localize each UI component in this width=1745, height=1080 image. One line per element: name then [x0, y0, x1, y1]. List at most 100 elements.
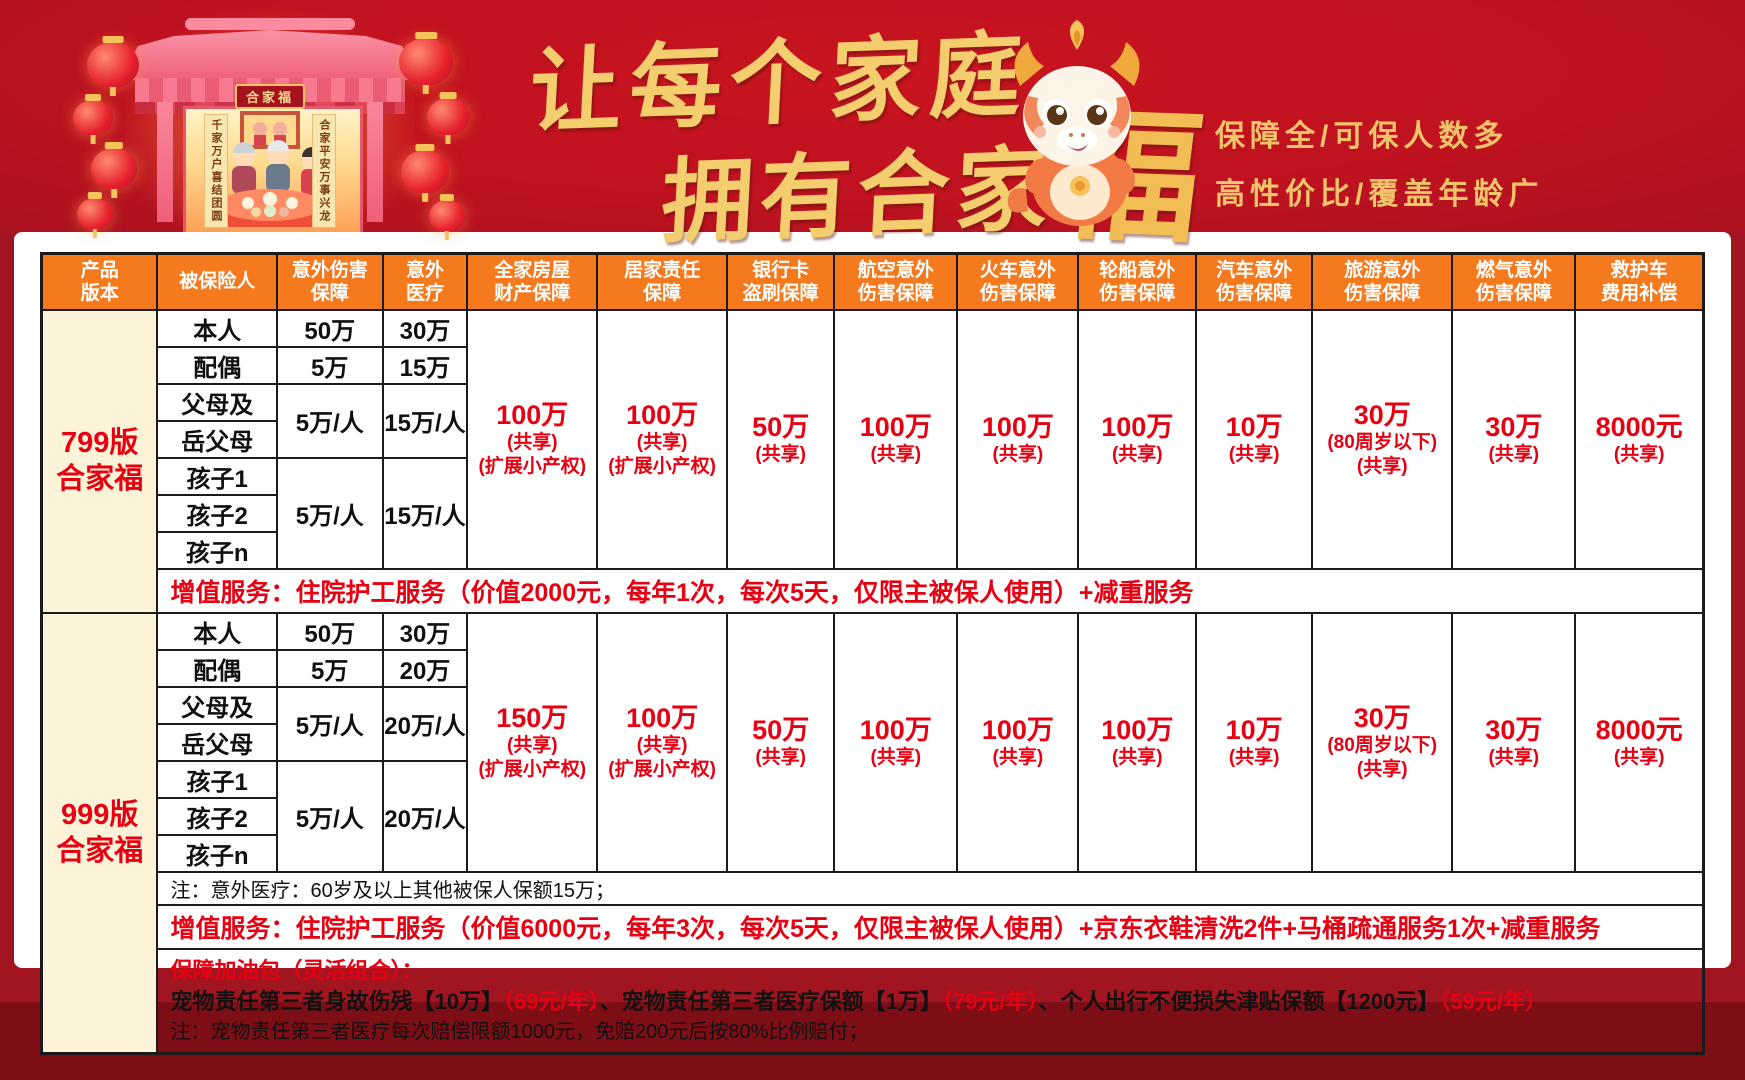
- medical-note-999: 注：意外医疗：60岁及以上其他被保人保额15万；: [156, 870, 1705, 906]
- person-cell: 配偶: [156, 648, 278, 688]
- benefit-train-799: 100万 (共享): [956, 308, 1080, 570]
- lantern-icon: [77, 198, 113, 230]
- benefit-bankcard-799: 50万 (共享): [726, 308, 836, 570]
- col-header-ship: 轮船意外 伤害保障: [1077, 252, 1198, 311]
- addon-item-name: 宠物责任第三者医疗保额【1万】: [621, 988, 942, 1014]
- value-added-row-999: 增值服务：住院护工服务（价值6000元，每年3次，每次5天，仅限主被保人使用）+…: [42, 903, 1705, 950]
- benefit-train-999: 100万 (共享): [956, 611, 1080, 873]
- tagline-2: 高性价比/覆盖年龄广: [1215, 178, 1544, 211]
- benefit-ship-799: 100万 (共享): [1077, 308, 1198, 570]
- table-row: 孩子n: [42, 530, 1704, 570]
- addon-separator: 、: [1038, 988, 1061, 1014]
- product-999-cell: 999版 合家福: [40, 611, 159, 1054]
- tagline-1: 保障全/可保人数多: [1215, 120, 1509, 153]
- col-header-gas: 燃气意外 伤害保障: [1451, 252, 1577, 311]
- medical-cell: 20万/人: [381, 759, 469, 873]
- addon-package-cell: 保障加油包（灵活组合）： 宠物责任第三者身故伤残【10万】（69元/年）、宠物责…: [156, 947, 1705, 1054]
- col-header-aviation: 航空意外 伤害保障: [833, 252, 959, 311]
- table-row: 孩子1 5万/人 20万/人: [42, 759, 1704, 873]
- table-row: 孩子2: [42, 493, 1704, 533]
- lantern-icon: [401, 150, 449, 194]
- col-header-car: 汽车意外 伤害保障: [1195, 252, 1314, 311]
- table-row: 799版 合家福 本人 50万 30万 100万 (共享) (扩展小产权) 100万(…: [40, 308, 1705, 614]
- gate-pillar-right: [367, 102, 383, 222]
- table-row: 配偶 5万 15万: [42, 345, 1704, 385]
- table-row: 岳父母: [42, 722, 1704, 762]
- addon-title: 保障加油包（灵活组合）：: [170, 957, 424, 983]
- addon-item-price: （69元/年）: [502, 988, 600, 1014]
- gate-pillar-left: [157, 102, 173, 222]
- addon-item-price: （79元/年）: [941, 988, 1039, 1014]
- injury-cell: 5万/人: [275, 685, 384, 762]
- person-cell: 孩子1: [156, 456, 278, 496]
- table-row: 999版 合家福 本人 50万 30万 150万 (共享) (扩展小产权) 100万(…: [40, 611, 1705, 1054]
- person-cell: 父母及: [156, 685, 278, 725]
- content-panel: 产品 版本 被保险人 意外伤害 保障 意外 医疗 全家房屋 财产保障 居家责任 保障 银行…: [14, 232, 1731, 1055]
- col-header-insured: 被保险人: [156, 252, 278, 311]
- gate-illustration: 合家福 千家万户喜结团圆 合家平安万事兴龙: [73, 2, 469, 233]
- table-row: 父母及 5万/人 20万/人: [42, 685, 1704, 762]
- injury-cell: 5万/人: [275, 382, 384, 459]
- col-header-injury: 意外伤害 保障: [275, 252, 384, 311]
- couplet-left: 千家万户喜结团圆: [204, 114, 228, 228]
- lantern-icon: [91, 148, 137, 190]
- addon-item-price: （59元/年）: [1439, 988, 1547, 1014]
- benefit-ship-999: 100万 (共享): [1077, 611, 1198, 873]
- dragon-mascot: [1007, 20, 1140, 226]
- addon-note: 注：宠物责任第三者医疗每次赔偿限额1000元，免赔200元后按80%比例赔付；: [170, 1020, 869, 1043]
- value-added-row-799: 增值服务：住院护工服务（价值2000元，每年1次，每次5天，仅限主被保人使用）+…: [42, 567, 1705, 614]
- injury-cell: 5万: [275, 345, 384, 385]
- col-header-train: 火车意外 伤害保障: [956, 252, 1080, 311]
- medical-cell: 20万: [381, 648, 469, 688]
- person-cell: 本人: [156, 611, 278, 651]
- injury-cell: 50万: [275, 308, 384, 348]
- benefit-house-799: 100万 (共享) (扩展小产权): [466, 308, 599, 570]
- value-added-services-799: 增值服务：住院护工服务（价值2000元，每年1次，每次5天，仅限主被保人使用）+…: [156, 567, 1705, 614]
- person-cell: 孩子n: [156, 530, 278, 570]
- person-cell: 岳父母: [156, 722, 278, 762]
- product-799-cell: 799版 合家福: [40, 308, 159, 614]
- note-row-999: 注：意外医疗：60岁及以上其他被保人保额15万；: [42, 870, 1705, 906]
- benefit-aviation-799: 100万 (共享): [833, 308, 959, 570]
- benefit-travel-999: 30万 (80周岁以下) (共享): [1311, 611, 1454, 873]
- benefit-house-999: 150万 (共享) (扩展小产权): [466, 611, 599, 873]
- person-cell: 孩子2: [156, 796, 278, 836]
- injury-cell: 5万/人: [275, 456, 384, 570]
- benefit-bankcard-999: 50万 (共享): [726, 611, 836, 873]
- table-row: 孩子2: [42, 796, 1704, 836]
- injury-cell: 50万: [275, 611, 384, 651]
- addon-row-999: 保障加油包（灵活组合）： 宠物责任第三者身故伤残【10万】（69元/年）、宠物责…: [42, 947, 1705, 1054]
- benefit-car-799: 10万 (共享): [1195, 308, 1314, 570]
- medical-cell: 15万: [381, 345, 469, 385]
- medical-cell: 15万/人: [381, 456, 469, 570]
- medical-cell: 30万: [381, 611, 469, 651]
- medical-cell: 30万: [381, 308, 469, 348]
- col-header-medical: 意外 医疗: [381, 252, 469, 311]
- lantern-icon: [73, 100, 113, 136]
- person-cell: 孩子1: [156, 759, 278, 799]
- lantern-icon: [427, 98, 469, 136]
- injury-cell: 5万/人: [275, 759, 384, 873]
- gate-roof-ridge: [185, 18, 355, 30]
- top-banner: 合家福 千家万户喜结团圆 合家平安万事兴龙: [0, 0, 1745, 260]
- couplet-right: 合家平安万事兴龙: [312, 114, 336, 228]
- person-cell: 配偶: [156, 345, 278, 385]
- gate-roof: [120, 30, 420, 80]
- benefit-aviation-999: 100万 (共享): [833, 611, 959, 873]
- person-cell: 父母及: [156, 382, 278, 422]
- addon-items-line: 宠物责任第三者身故伤残【10万】（69元/年）、宠物责任第三者医疗保额【1万】（…: [170, 986, 1690, 1018]
- banner-taglines: 保障全/可保人数多 高性价比/覆盖年龄广: [1215, 108, 1543, 224]
- benefit-home-liability-999: 100万 (共享) (扩展小产权): [596, 611, 729, 873]
- col-header-ambulance: 救护车 费用补偿: [1574, 252, 1705, 311]
- injury-cell: 5万: [275, 648, 384, 688]
- medical-cell: 15万/人: [381, 382, 469, 459]
- col-header-home-liability: 居家责任 保障: [596, 252, 729, 311]
- table-row: 孩子1 5万/人 15万/人: [42, 456, 1704, 570]
- addon-separator: 、: [599, 988, 622, 1014]
- table-row: 父母及 5万/人 15万/人: [42, 382, 1704, 459]
- addon-item-name: 宠物责任第三者身故伤残【10万】: [170, 988, 503, 1014]
- benefit-gas-999: 30万 (共享): [1451, 611, 1577, 873]
- addon-item-name: 个人出行不便损失津贴保额【1200元】: [1060, 988, 1440, 1014]
- col-header-bankcard: 银行卡 盗刷保障: [726, 252, 836, 311]
- value-added-services-999: 增值服务：住院护工服务（价值6000元，每年3次，每次5天，仅限主被保人使用）+…: [156, 903, 1705, 950]
